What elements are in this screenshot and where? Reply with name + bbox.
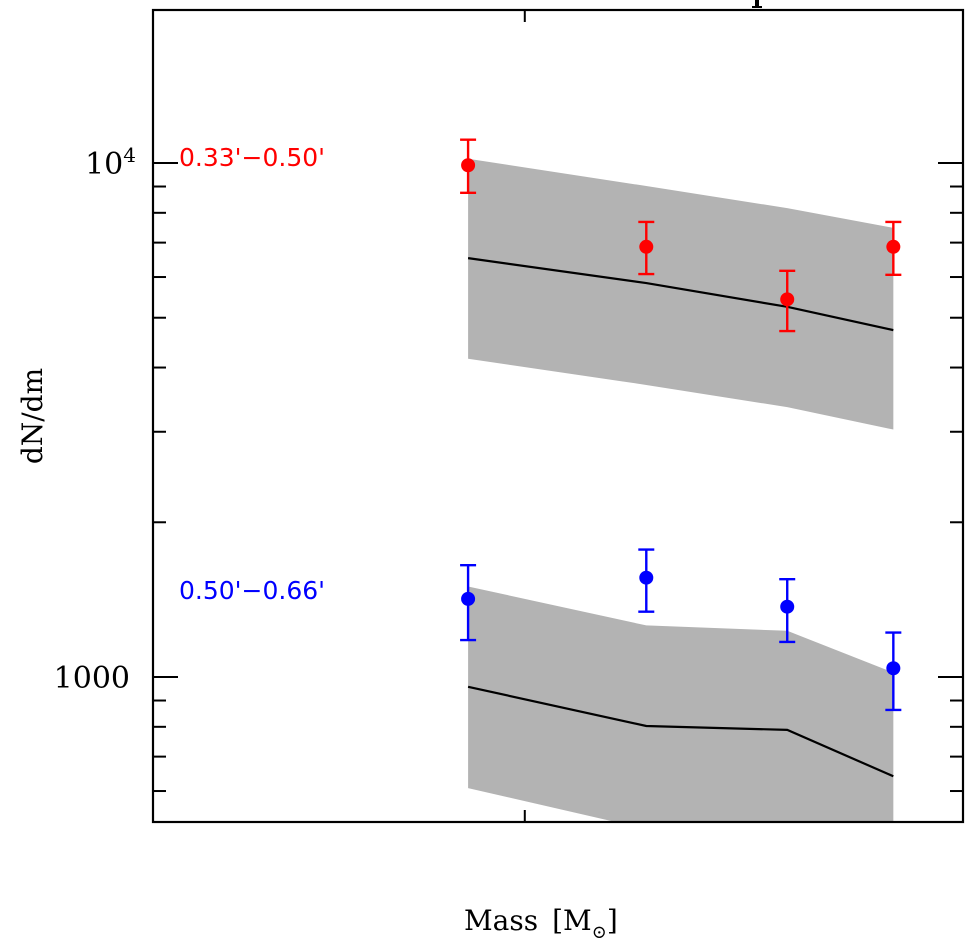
model-medians xyxy=(467,257,894,778)
model-band-series-0 xyxy=(468,158,894,430)
data-point-series-0-1 xyxy=(638,220,655,276)
marker xyxy=(639,239,654,254)
data-point-series-0-2 xyxy=(779,269,796,333)
y-tick-label-10000: 104 xyxy=(85,143,136,182)
axis-ticks xyxy=(153,10,963,822)
data-point-series-1-1 xyxy=(638,548,655,613)
model-median-series-1 xyxy=(467,685,894,778)
x-axis-title: Mass [M⊙] xyxy=(464,904,618,938)
y-axis-title: dN/dm xyxy=(16,368,49,464)
data-point-series-1-0 xyxy=(460,564,477,642)
marker xyxy=(780,599,795,614)
marker xyxy=(639,570,654,585)
axes-frame xyxy=(151,8,965,824)
y-tick-label-1000: 1000 xyxy=(54,661,130,696)
title-fragment xyxy=(752,0,762,8)
plot-frame xyxy=(151,8,965,824)
legend-label-red-series: 0.33'−0.50' xyxy=(179,143,325,172)
model-band-series-1 xyxy=(468,586,894,822)
marker xyxy=(461,158,476,173)
marker xyxy=(780,292,795,307)
legend-label-blue-series: 0.50'−0.66' xyxy=(179,576,325,605)
data-points xyxy=(460,138,902,712)
marker xyxy=(461,591,476,606)
data-point-series-0-0 xyxy=(460,138,477,195)
data-point-series-1-2 xyxy=(779,577,796,644)
marker xyxy=(886,661,901,676)
data-point-series-0-3 xyxy=(885,220,902,277)
marker xyxy=(886,239,901,254)
data-point-series-1-3 xyxy=(885,631,902,712)
model-median-series-0 xyxy=(467,257,894,332)
model-bands xyxy=(468,158,894,822)
